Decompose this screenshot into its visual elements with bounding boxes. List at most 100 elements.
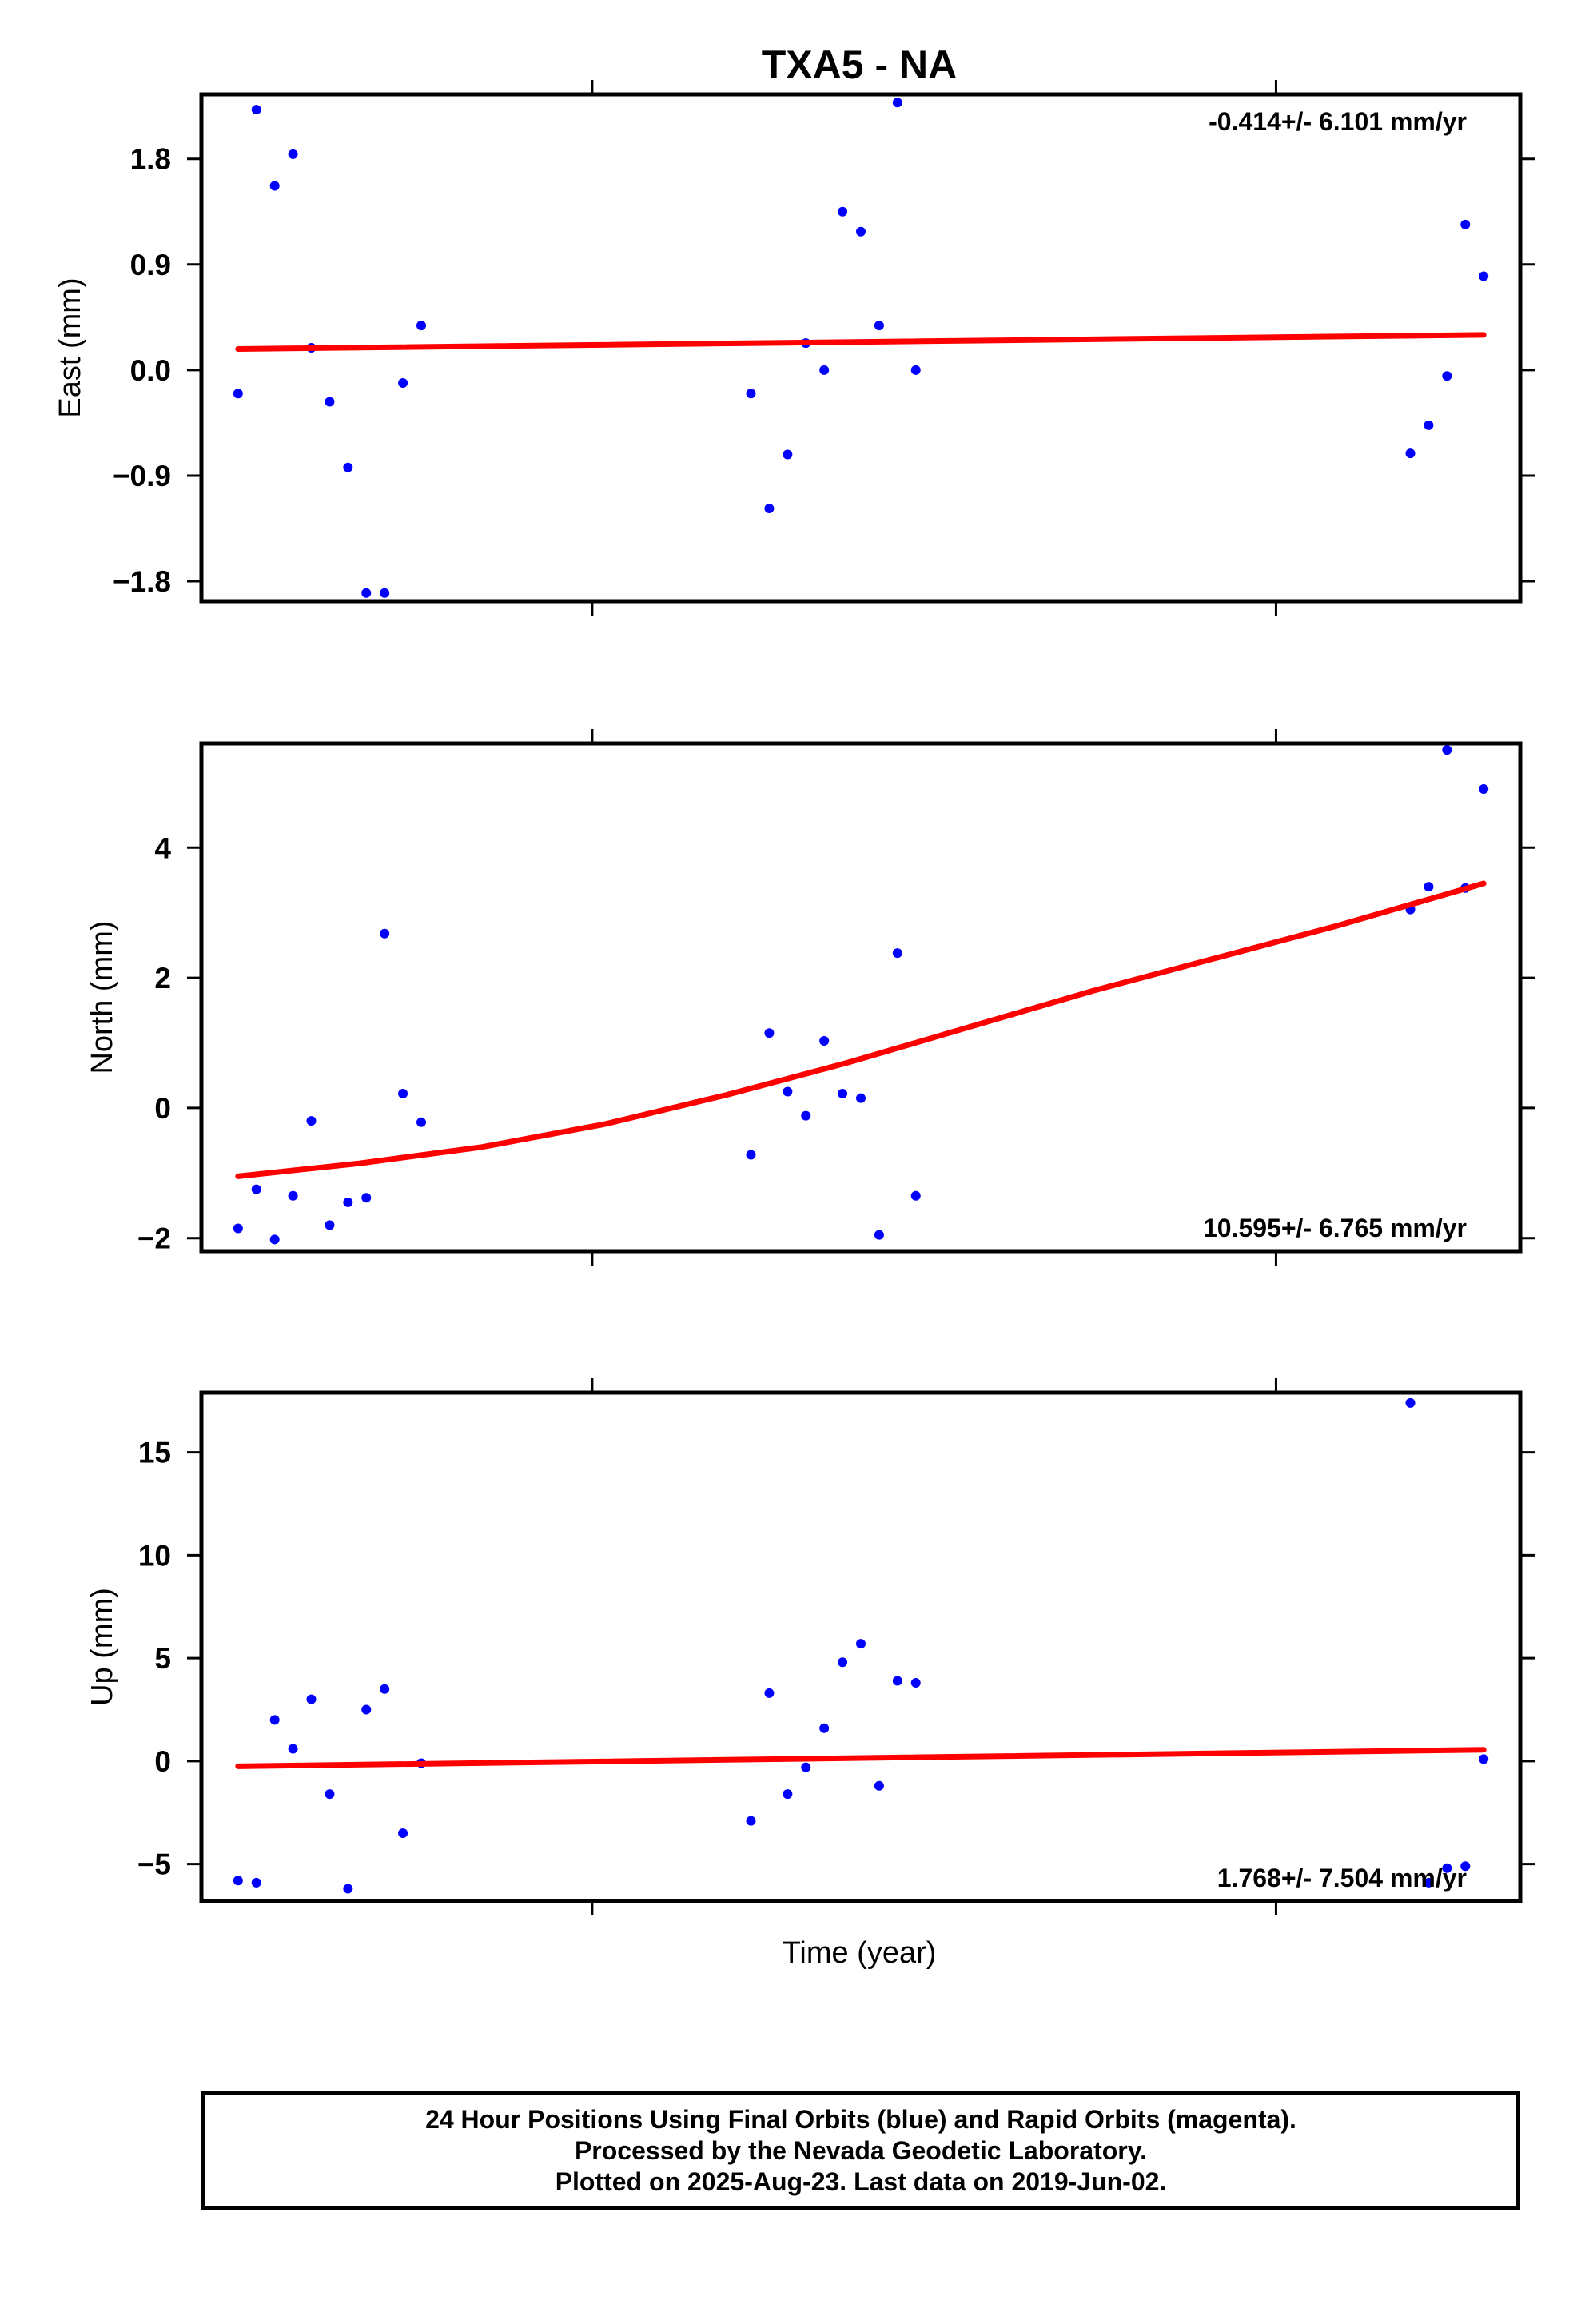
north-data-point — [783, 1086, 793, 1097]
east-ytick-label: −1.8 — [113, 565, 171, 598]
up-data-point — [1460, 1861, 1471, 1872]
east-data-point — [288, 149, 298, 159]
north-rate-label: 10.595+/- 6.765 mm/yr — [1203, 1214, 1467, 1242]
north-panel: 4 2 0 −2 North (mm) 10.595+/- 6.765 mm/yr — [86, 729, 1535, 1266]
north-data-point — [856, 1093, 866, 1103]
north-data-point — [306, 1116, 317, 1126]
east-data-point — [746, 389, 756, 399]
north-data-point — [819, 1036, 830, 1046]
east-rate-label: -0.414+/- 6.101 mm/yr — [1209, 107, 1467, 136]
north-data-point — [801, 1110, 811, 1121]
north-data-point — [892, 948, 902, 959]
up-data-point — [1442, 1863, 1452, 1873]
up-data-point — [288, 1744, 298, 1754]
up-ytick-label: 5 — [154, 1642, 171, 1675]
north-data-point — [343, 1197, 353, 1207]
north-ytick-label: −2 — [137, 1222, 171, 1255]
east-data-point — [819, 365, 830, 375]
north-data-point — [361, 1193, 372, 1203]
up-data-point — [838, 1657, 848, 1668]
chart-title: TXA5 - NA — [762, 42, 957, 87]
north-ytick-label: 2 — [154, 962, 171, 995]
up-fit-line — [235, 1747, 1487, 1769]
up-data-point — [398, 1828, 408, 1839]
up-ytick-label: 0 — [154, 1745, 171, 1778]
east-ytick-label: 0.0 — [130, 354, 171, 387]
footer-line-3: Plotted on 2025-Aug-23. Last data on 201… — [555, 2167, 1167, 2196]
x-axis-label: Time (year) — [783, 1936, 937, 1970]
up-data-point — [1479, 1754, 1489, 1764]
up-data-point — [819, 1723, 830, 1733]
up-data-point — [856, 1639, 866, 1649]
north-data-point — [416, 1117, 426, 1127]
up-data-point — [325, 1789, 335, 1800]
east-data-point — [398, 378, 408, 389]
north-data-point — [764, 1028, 775, 1038]
up-data-point — [269, 1715, 280, 1725]
east-data-point — [343, 462, 353, 472]
up-data-point — [874, 1780, 884, 1791]
north-data-point — [1424, 882, 1434, 892]
north-data-point — [910, 1190, 921, 1201]
east-ylabel: East (mm) — [54, 277, 87, 417]
east-data-point — [269, 181, 280, 191]
up-data-point — [801, 1762, 811, 1772]
north-data-point — [251, 1184, 261, 1194]
north-data-point — [398, 1088, 408, 1098]
up-data-point — [746, 1816, 756, 1826]
north-frame — [199, 741, 1523, 1254]
east-data-point — [764, 504, 775, 514]
east-frame — [199, 92, 1523, 604]
north-ylabel: North (mm) — [86, 920, 119, 1074]
up-data-point — [380, 1684, 390, 1694]
up-data-point — [783, 1789, 793, 1800]
north-data-point — [380, 928, 390, 939]
east-fit-line — [235, 332, 1487, 352]
east-data-point — [1460, 219, 1471, 229]
up-data-point — [306, 1694, 317, 1704]
north-ytick-label: 4 — [154, 831, 171, 864]
footer-line-1: 24 Hour Positions Using Final Orbits (bl… — [425, 2104, 1296, 2134]
east-data-point — [783, 449, 793, 460]
up-ylabel: Up (mm) — [86, 1588, 119, 1706]
up-panel: 15 10 5 0 −5 Up (mm) 1.768+/- 7.504 mm/yr — [86, 1378, 1535, 1915]
east-ytick-label: 1.8 — [130, 143, 171, 176]
east-data-point — [838, 206, 848, 217]
north-data-point — [325, 1220, 335, 1230]
east-data-point — [1442, 371, 1452, 381]
east-data-point — [892, 98, 902, 108]
footer-box: 24 Hour Positions Using Final Orbits (bl… — [201, 2091, 1520, 2210]
up-data-point — [764, 1688, 775, 1698]
panels: 1.8 0.9 0.0 −0.9 −1.8 East (mm) -0.414+/- 6.10… — [54, 80, 1535, 1915]
up-ytick-label: −5 — [137, 1848, 171, 1881]
east-data-point — [1424, 420, 1434, 430]
up-data-point — [233, 1876, 243, 1886]
east-data-point — [233, 389, 243, 399]
east-data-point — [361, 588, 372, 598]
east-data-point — [380, 588, 390, 598]
up-data-point — [343, 1884, 353, 1894]
north-data-point — [1442, 745, 1452, 755]
up-rate-label: 1.768+/- 7.504 mm/yr — [1217, 1864, 1467, 1892]
north-data-point — [1479, 783, 1489, 794]
up-data-point — [1424, 1877, 1434, 1888]
up-frame — [199, 1390, 1523, 1903]
up-ytick-label: 10 — [138, 1539, 171, 1572]
north-fit-line — [235, 880, 1487, 1179]
up-ytick-label: 15 — [138, 1437, 171, 1469]
east-data-point — [251, 105, 261, 115]
east-data-point — [325, 397, 335, 407]
up-data-point — [361, 1704, 372, 1715]
east-data-point — [856, 226, 866, 237]
east-data-point — [1479, 271, 1489, 281]
north-data-point — [874, 1230, 884, 1240]
east-data-point — [874, 321, 884, 331]
east-ytick-label: −0.9 — [113, 460, 171, 492]
east-panel: 1.8 0.9 0.0 −0.9 −1.8 East (mm) -0.414+/- 6.10… — [54, 80, 1535, 616]
footer-line-2: Processed by the Nevada Geodetic Laborat… — [574, 2135, 1148, 2165]
up-data-point — [910, 1678, 921, 1688]
east-data-point — [910, 365, 921, 375]
up-data-point — [251, 1877, 261, 1888]
